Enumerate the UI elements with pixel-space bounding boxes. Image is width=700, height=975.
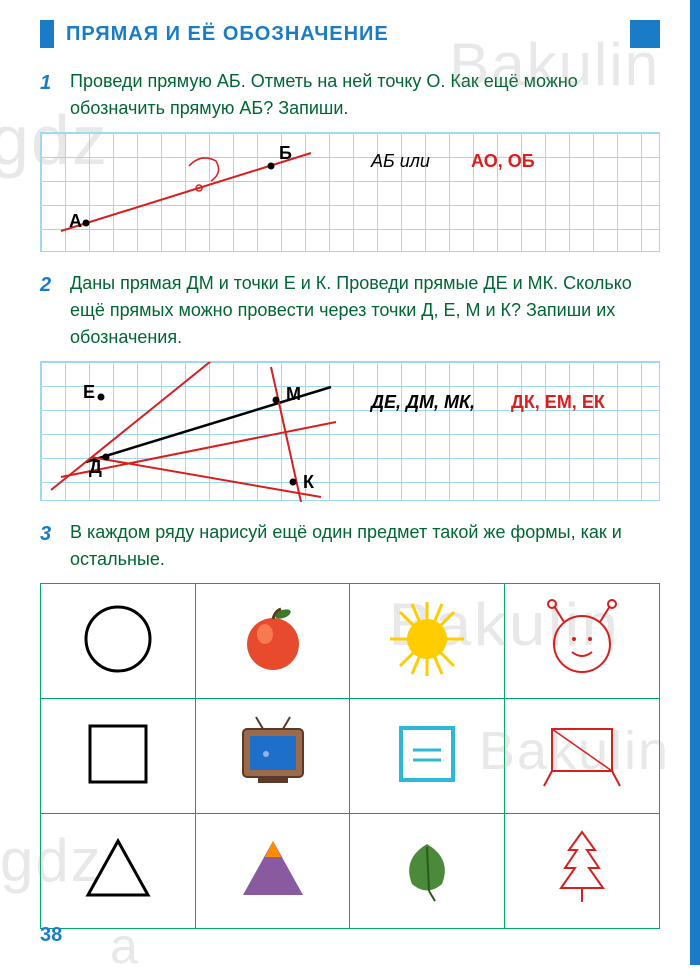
label-E: Е: [83, 382, 95, 403]
cell-face-drawn: [505, 584, 660, 699]
leaf-icon: [387, 829, 467, 909]
task-2-number: 2: [40, 270, 58, 300]
task-1-grid: А Б АБ или АО, ОБ: [40, 132, 660, 252]
task-1-diagram: [41, 133, 661, 253]
task-2-prompt: 2 Даны прямая ДМ и точки Е и К. Проведи …: [40, 270, 660, 351]
header-accent-left: [40, 20, 54, 48]
smiley-drawn-icon: [532, 594, 632, 684]
task-2-grid: Е Д М К ДЕ, ДМ, МК, ДК, ЕМ, ЕК: [40, 361, 660, 501]
page-container: Bakulin gdz Bakulin Bakulin gdz a ПРЯМАЯ…: [0, 0, 700, 965]
apple-icon: [233, 599, 313, 679]
cell-circle-outline: [41, 584, 196, 699]
task-2-text: Даны прямая ДМ и точки Е и К. Проведи пр…: [70, 270, 660, 351]
triangle-outline-icon: [78, 829, 158, 909]
shapes-table: [40, 583, 660, 929]
pyramid-icon: [233, 829, 313, 909]
tree-drawn-icon: [537, 824, 627, 914]
board-drawn-icon: [532, 714, 632, 794]
task-3: 3 В каждом ряду нарисуй ещё один предмет…: [40, 519, 660, 929]
task-1: 1 Проведи прямую АБ. Отметь на ней точку…: [40, 68, 660, 252]
label-B: Б: [279, 143, 292, 164]
tv-icon: [228, 714, 318, 794]
label-M: М: [286, 384, 301, 405]
task-1-number: 1: [40, 68, 58, 98]
task-3-text: В каждом ряду нарисуй ещё один предмет т…: [70, 519, 660, 573]
cell-square-outline: [41, 699, 196, 814]
cell-tv: [195, 699, 350, 814]
section-header: ПРЯМАЯ И ЕЁ ОБОЗНАЧЕНИЕ: [40, 20, 660, 48]
table-row: [41, 699, 660, 814]
task-2-given: ДЕ, ДМ, МК,: [371, 392, 475, 413]
cell-triangle-drawn: [505, 814, 660, 929]
page-number: 38: [40, 924, 62, 947]
circle-outline-icon: [78, 599, 158, 679]
cell-sun: [350, 584, 505, 699]
table-row: [41, 814, 660, 929]
cell-pyramid: [195, 814, 350, 929]
task-2: 2 Даны прямая ДМ и точки Е и К. Проведи …: [40, 270, 660, 501]
task-1-prefix: АБ или: [371, 151, 430, 172]
label-D: Д: [89, 457, 102, 478]
square-outline-icon: [78, 714, 158, 794]
header-accent-right: [630, 20, 660, 48]
cell-leaf: [350, 814, 505, 929]
task-1-prompt: 1 Проведи прямую АБ. Отметь на ней точку…: [40, 68, 660, 122]
task-1-text: Проведи прямую АБ. Отметь на ней точку О…: [70, 68, 660, 122]
label-K: К: [303, 472, 314, 493]
task-1-answer: АО, ОБ: [471, 151, 535, 172]
task-2-answer: ДК, ЕМ, ЕК: [511, 392, 605, 413]
label-A: А: [69, 211, 82, 232]
cell-apple: [195, 584, 350, 699]
cell-square-cyan: [350, 699, 505, 814]
table-row: [41, 584, 660, 699]
sun-icon: [382, 594, 472, 684]
task-2-diagram: [41, 362, 661, 502]
task-3-number: 3: [40, 519, 58, 549]
cell-triangle-outline: [41, 814, 196, 929]
square-lines-icon: [387, 714, 467, 794]
task-3-prompt: 3 В каждом ряду нарисуй ещё один предмет…: [40, 519, 660, 573]
cell-square-drawn: [505, 699, 660, 814]
header-title: ПРЯМАЯ И ЕЁ ОБОЗНАЧЕНИЕ: [66, 23, 630, 46]
